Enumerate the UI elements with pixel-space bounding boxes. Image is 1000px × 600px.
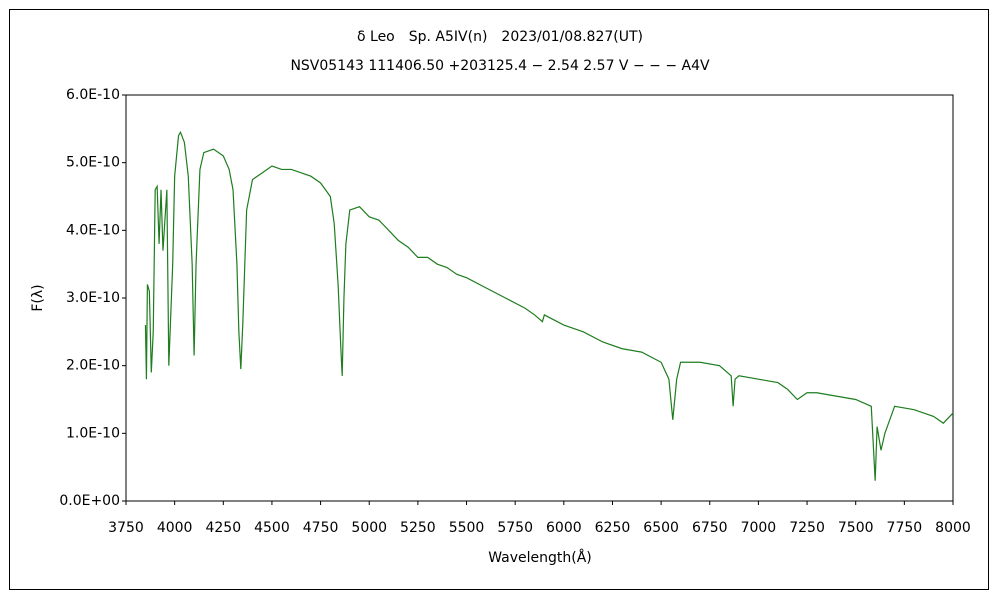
- plot-area: [125, 94, 954, 502]
- y-tick-label: 3.0E-10: [66, 290, 120, 306]
- y-tick-label: 1.0E-10: [66, 425, 120, 441]
- x-tick-label: 7750: [887, 520, 923, 536]
- y-tick-label: 6.0E-10: [66, 87, 120, 103]
- x-tick-label: 5500: [449, 520, 485, 536]
- x-tick-label: 6750: [692, 520, 728, 536]
- chart-frame: [9, 9, 989, 590]
- spectrum-line: [144, 130, 954, 481]
- y-axis-label: F(λ): [30, 284, 46, 311]
- x-tick-label: 5000: [351, 520, 387, 536]
- x-tick-label: 8000: [935, 520, 971, 536]
- x-tick-label: 4500: [254, 520, 290, 536]
- x-tick-label: 4000: [157, 520, 193, 536]
- y-tick-label: 4.0E-10: [66, 222, 120, 238]
- y-tick-label: 2.0E-10: [66, 358, 120, 374]
- x-tick-label: 5250: [400, 520, 436, 536]
- chart-title: δ Leo Sp. A5IV(n) 2023/01/08.827(UT): [357, 29, 643, 45]
- y-tick-label: 5.0E-10: [66, 155, 120, 171]
- x-tick-label: 7250: [789, 520, 825, 536]
- x-tick-label: 6250: [595, 520, 631, 536]
- x-tick-label: 4750: [303, 520, 339, 536]
- x-tick-label: 7500: [838, 520, 874, 536]
- x-axis-label: Wavelength(Å): [488, 549, 592, 566]
- y-tick-label: 0.0E+00: [59, 493, 120, 509]
- x-tick-label: 4250: [205, 520, 241, 536]
- x-tick-label: 6000: [546, 520, 582, 536]
- x-tick-label: 7000: [741, 520, 777, 536]
- x-tick-label: 5750: [497, 520, 533, 536]
- x-tick-label: 6500: [643, 520, 679, 536]
- x-tick-label: 3750: [108, 520, 144, 536]
- chart-subtitle: NSV05143 111406.50 +203125.4 − 2.54 2.57…: [290, 58, 710, 74]
